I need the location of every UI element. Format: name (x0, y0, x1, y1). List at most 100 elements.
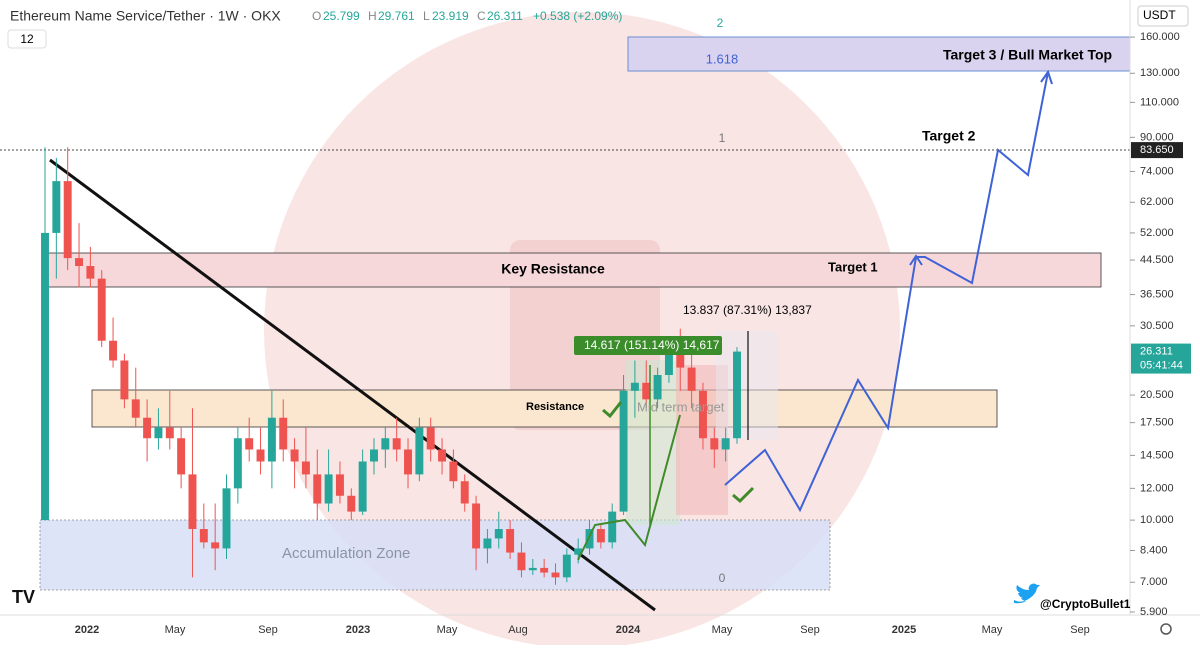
y-tick-label: 20.500 (1140, 389, 1174, 401)
candle-body (415, 427, 424, 475)
candle-body (165, 427, 174, 439)
candle-body (63, 181, 72, 259)
candles (41, 147, 741, 585)
candle-body (347, 495, 356, 512)
x-tick-label: Aug (508, 624, 528, 636)
candle-body (676, 353, 685, 368)
candle-body (483, 538, 492, 549)
candle-body (630, 382, 639, 391)
candle-body (664, 353, 673, 376)
x-tick-label: May (982, 624, 1003, 636)
price-tag-label: 83.650 (1140, 144, 1174, 156)
candle-body (574, 548, 583, 555)
currency: USDT (1143, 8, 1176, 22)
y-tick-label: 130.000 (1140, 67, 1180, 79)
candle-body (404, 449, 412, 475)
fib-zone (627, 36, 1134, 72)
candle-body (256, 449, 265, 462)
candle-body (86, 266, 95, 279)
y-tick-label: 74.000 (1140, 165, 1174, 177)
candle-body (528, 567, 537, 571)
candle-body (41, 232, 49, 521)
candle-body (472, 503, 481, 549)
candle-body (687, 367, 696, 391)
change: +0.538 (+2.09%) (533, 9, 622, 23)
candle-body (608, 511, 617, 543)
y-tick-label: 17.500 (1140, 417, 1174, 429)
logo: TV (12, 587, 35, 607)
candle-body (506, 529, 515, 553)
candle-body (358, 461, 367, 512)
candle-body (245, 438, 254, 450)
x-tick-label: 2025 (892, 624, 916, 636)
annotation: Target 2 (922, 128, 976, 144)
x-tick-label: May (712, 624, 733, 636)
currency-box[interactable] (1137, 5, 1189, 27)
price-axis (1130, 0, 1200, 645)
interval: 12 (20, 32, 34, 46)
symbol: Ethereum Name Service/Tether · 1W · OKX (10, 8, 281, 24)
candle-body (267, 417, 276, 462)
x-tick-label: Sep (800, 624, 820, 636)
candle-body (460, 481, 469, 504)
x-tick-label: 2022 (75, 624, 99, 636)
ohlc-value: 25.799 (323, 9, 360, 23)
candle-body (619, 390, 628, 512)
x-tick-label: May (437, 624, 458, 636)
fib-label: 1 (719, 131, 726, 145)
checkmark (732, 486, 755, 504)
y-tick-label: 44.500 (1140, 254, 1174, 266)
ohlc-label: O (312, 9, 321, 23)
candle-body (222, 488, 231, 549)
ohlc-label: L (423, 9, 430, 23)
candle-body (233, 438, 242, 489)
green-path (577, 414, 681, 561)
twitter-icon (1014, 583, 1040, 604)
arrow-head (1040, 69, 1053, 85)
candle-body (301, 461, 310, 475)
y-tick-label: 10.000 (1140, 514, 1174, 526)
annotation: Target 1 (828, 259, 878, 274)
candle-body (313, 474, 322, 504)
x-tick-label: 2024 (616, 624, 641, 636)
y-tick-label: 5.900 (1140, 606, 1168, 618)
arrow-head (909, 254, 923, 266)
candle-body (596, 529, 605, 543)
annotation: Target 3 / Bull Market Top (943, 47, 1112, 63)
candle-body (494, 529, 503, 539)
candle-body (52, 181, 61, 233)
y-tick-label: 160.000 (1140, 31, 1180, 43)
y-tick-label: 30.500 (1140, 320, 1174, 332)
settings-icon[interactable] (1160, 623, 1172, 635)
candle-body (109, 340, 118, 361)
candle-body (290, 449, 299, 462)
annotation: Mid term target (637, 399, 725, 414)
y-tick-label: 110.000 (1140, 96, 1179, 108)
candle-body (733, 351, 741, 439)
annotation: Accumulation Zone (282, 545, 410, 562)
x-tick-label: Sep (1070, 624, 1090, 636)
measure-box (716, 331, 778, 440)
candle-body (335, 474, 344, 496)
price-tag (1131, 142, 1183, 159)
candle-body (698, 390, 707, 439)
x-tick-label: Sep (258, 624, 278, 636)
y-tick-label: 7.000 (1140, 576, 1168, 588)
candle-body (721, 438, 730, 450)
fib-label: 1.618 (706, 51, 739, 66)
fib-label: 0 (719, 571, 726, 585)
candle-body (188, 474, 197, 530)
interval-box[interactable] (7, 29, 47, 49)
measure-label-bg (574, 336, 722, 355)
watermark-icon (510, 240, 660, 430)
annotation: 13.837 (87.31%) 13,837 (683, 303, 812, 317)
candle-body (279, 417, 288, 450)
candle-body (540, 567, 549, 573)
candle-body (120, 360, 129, 400)
y-tick-label: 12.000 (1140, 482, 1174, 494)
checkmark (602, 401, 623, 419)
price-tag (1131, 343, 1191, 374)
candle-body (199, 529, 208, 543)
candle-body (551, 572, 560, 578)
y-tick-label: 62.000 (1140, 196, 1174, 208)
